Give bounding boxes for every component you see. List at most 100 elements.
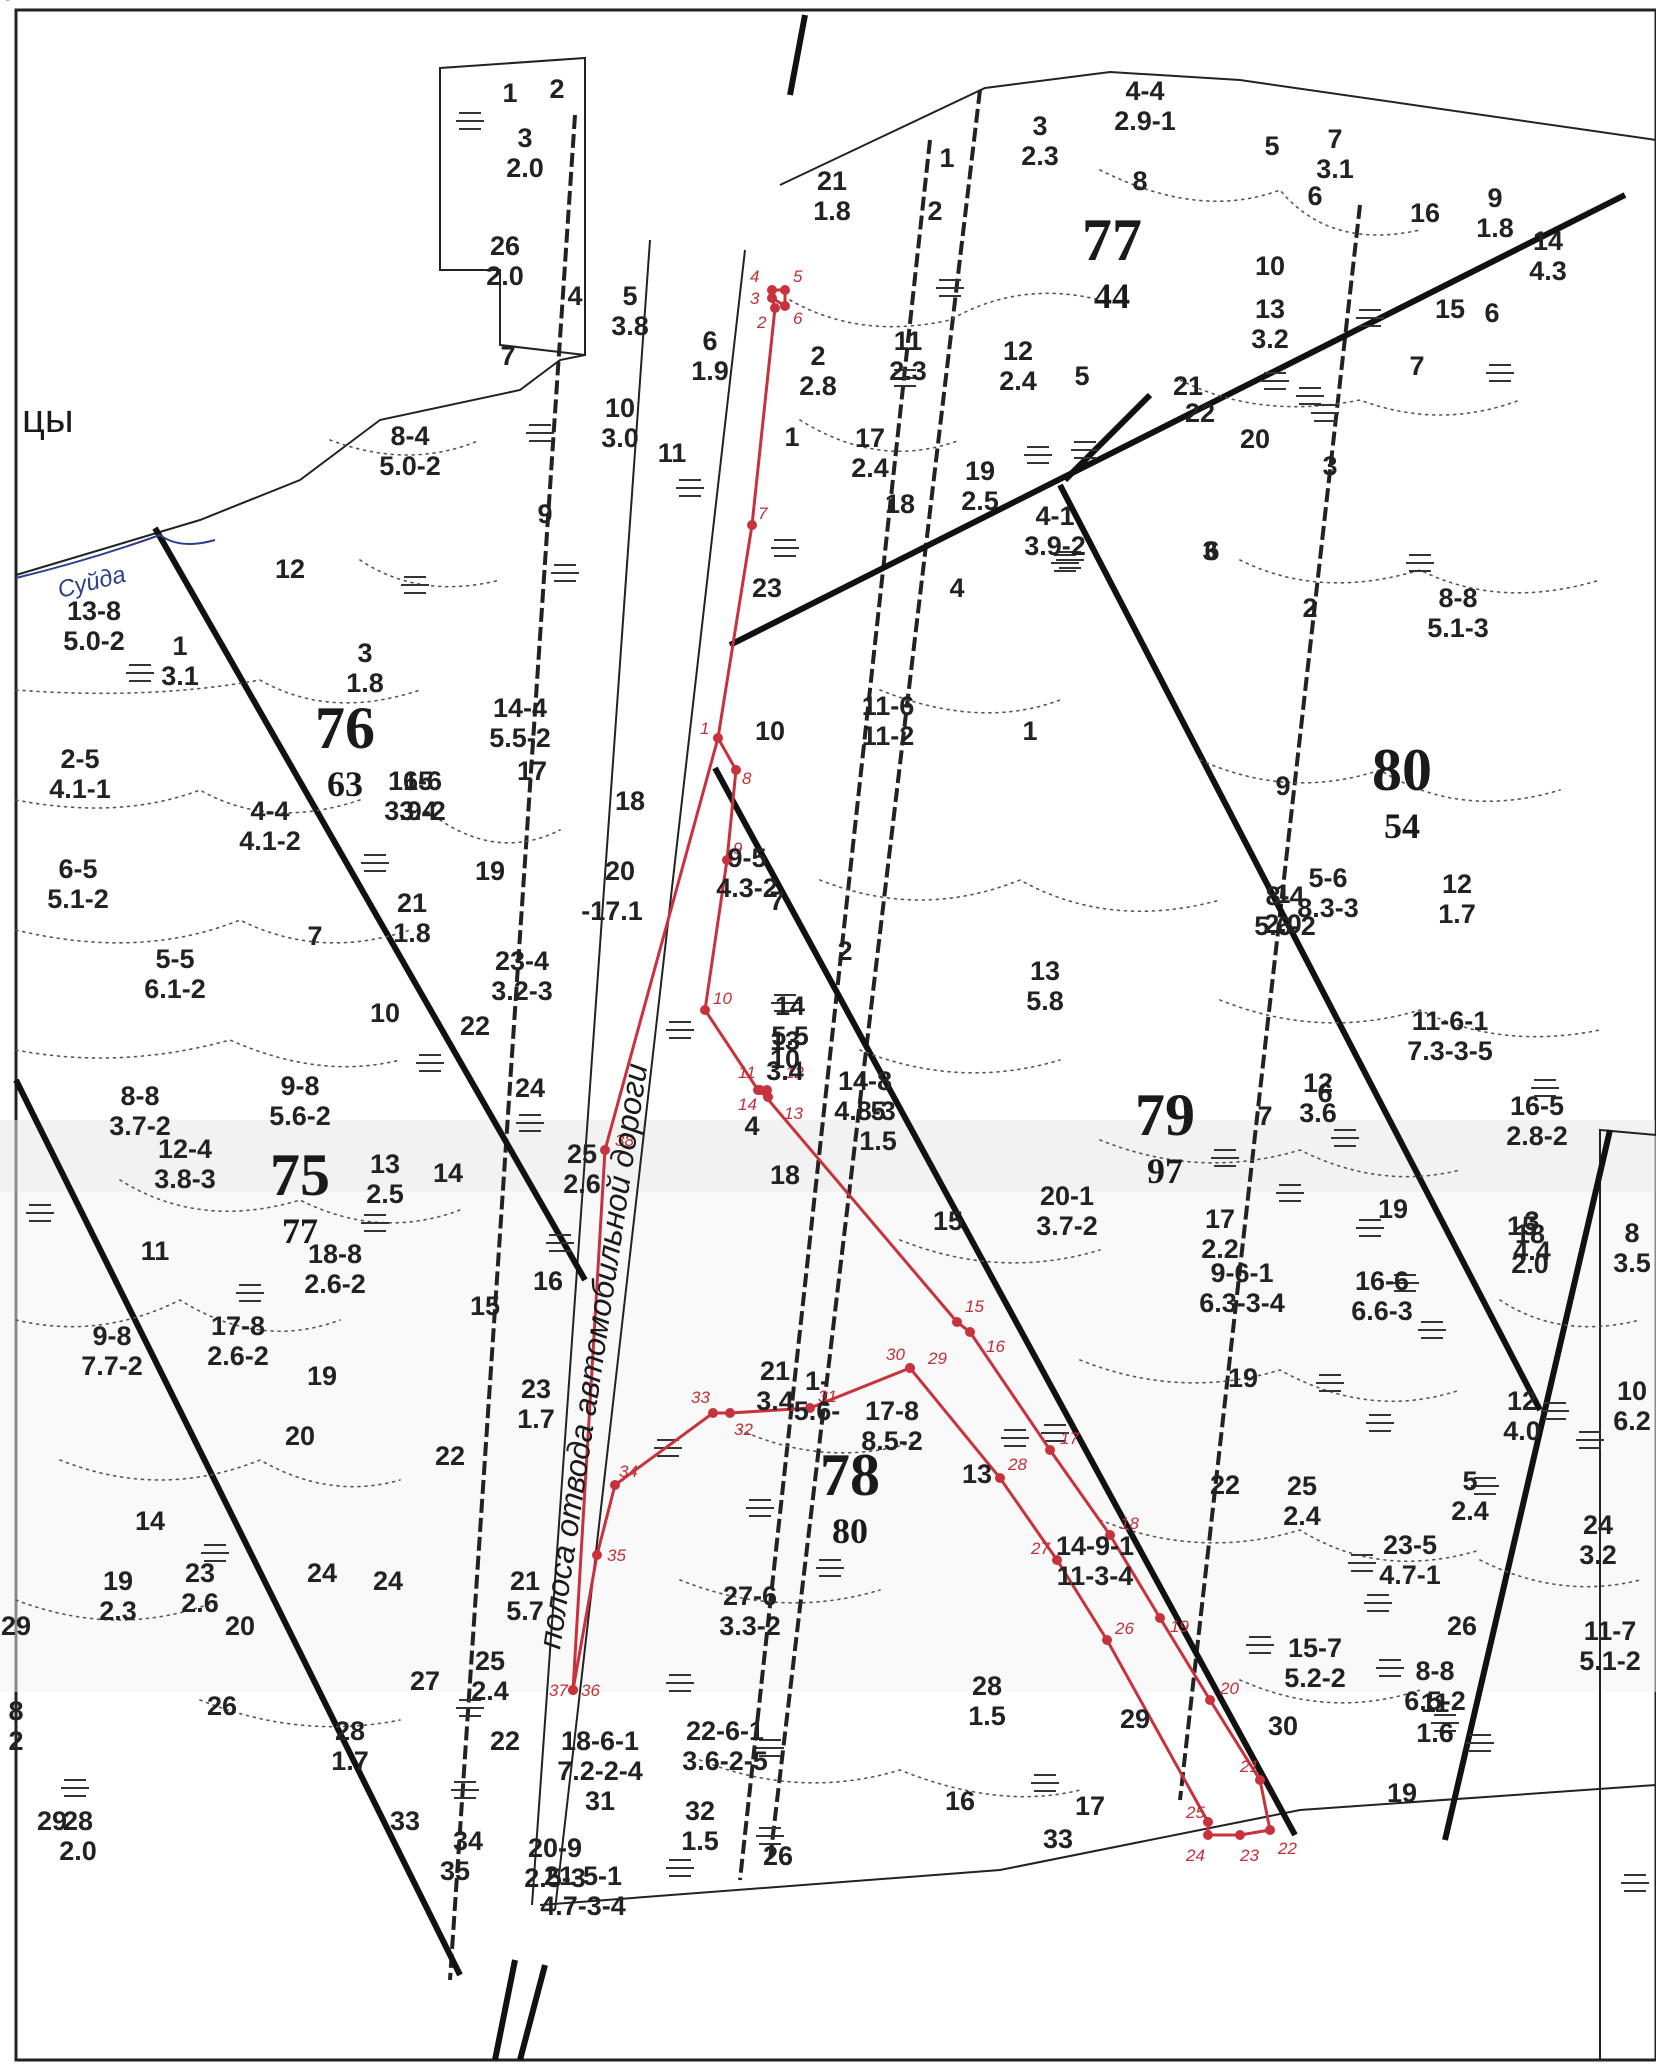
parcel-label: 9-5 (727, 843, 766, 873)
parcel-area: 1.7 (517, 1404, 555, 1434)
parcel-label: 7 (307, 921, 322, 951)
parcel-area: 3.8 (611, 311, 649, 341)
parcel-label: 11 (141, 1236, 170, 1266)
parcel-label: 23-5 (1383, 1530, 1437, 1560)
route-point-label: 3 (750, 289, 760, 308)
parcel-area: 4.7-3-4 (540, 1891, 626, 1921)
parcel-area: 3.4 (766, 1056, 804, 1086)
parcel-label: 11 (894, 326, 923, 356)
parcel-label: 14-8 (838, 1066, 892, 1096)
parcel-area: 5.6-2 (269, 1101, 331, 1131)
parcel-area: 3.1 (161, 661, 199, 691)
route-point (780, 301, 790, 311)
route-point (610, 1480, 620, 1490)
parcel-label: 7 (1257, 1101, 1272, 1131)
parcel-area: 2.4 (1451, 1496, 1489, 1526)
quarter-number: 75 (270, 1142, 330, 1208)
parcel-area: 2.0 (59, 1836, 97, 1866)
parcel-area: 5.5 (771, 1021, 809, 1051)
parcel-area: 5.2-2 (1284, 1663, 1346, 1693)
parcel-area: 6.5-2 (1404, 1686, 1466, 1716)
parcel-label: 4-4 (250, 796, 289, 826)
route-point (1255, 1775, 1265, 1785)
parcel-label: 26 (207, 1691, 237, 1721)
quarter-number: 79 (1135, 1082, 1195, 1148)
parcel-label: 12 (1303, 1068, 1333, 1098)
parcel-label: 6 (1307, 181, 1322, 211)
route-point (767, 293, 777, 303)
route-point-label: 7 (758, 504, 768, 523)
route-point-label: 21 (1239, 1757, 1259, 1776)
route-point (708, 1408, 718, 1418)
route-point-label: 30 (886, 1345, 905, 1364)
route-point-label: 27 (1030, 1539, 1050, 1558)
parcel-label: 26 (1447, 1611, 1477, 1641)
parcel-label: 4 (744, 1111, 759, 1141)
parcel-label: 22 (1185, 398, 1215, 428)
parcel-label: 11 (1421, 1688, 1450, 1718)
parcel-label: 26 (490, 231, 520, 261)
route-point (1045, 1445, 1055, 1455)
parcel-label: 3 (357, 638, 372, 668)
parcel-label: 19 (1387, 1778, 1417, 1808)
parcel-label: 20-9 (528, 1833, 582, 1863)
parcel-label: 2 (810, 341, 825, 371)
route-point-label: 28 (1007, 1455, 1027, 1474)
parcel-label: 6 (1484, 298, 1499, 328)
quarter-area: 44 (1094, 276, 1130, 316)
route-point (1102, 1635, 1112, 1645)
route-point (952, 1317, 962, 1327)
parcel-label: 12-4 (158, 1134, 212, 1164)
parcel-label: 14 (135, 1506, 165, 1536)
parcel-area: 1.5 (681, 1826, 719, 1856)
parcel-area: 4.1-2 (239, 826, 301, 856)
route-point (725, 1408, 735, 1418)
parcel-area: 2 (8, 1726, 23, 1756)
parcel-label: 19 (1228, 1363, 1258, 1393)
parcel-area: 3.8-3 (154, 1164, 216, 1194)
parcel-label: 29 (1, 1611, 31, 1641)
parcel-area: 2.6 (181, 1588, 219, 1618)
parcel-label: 20-1 (1040, 1181, 1094, 1211)
parcel-label: 24 (307, 1558, 337, 1588)
clearing-line-2 (768, 89, 982, 1861)
parcel-label: 28 (335, 1716, 365, 1746)
quarter-number: 77 (1082, 207, 1142, 273)
parcel-label: 19 (965, 456, 995, 486)
parcel-area: 6.2 (1613, 1406, 1651, 1436)
route-point-label: 32 (734, 1420, 753, 1439)
route-point-label: 12 (785, 1063, 804, 1082)
route-point (770, 303, 780, 313)
parcel-label: 11-6 (862, 691, 915, 721)
parcel-label: 33 (1043, 1824, 1073, 1854)
parcel-area: 3.1 (1316, 154, 1354, 184)
route-point-label: 23 (1239, 1846, 1259, 1865)
parcel-area: 4.8-3 (834, 1096, 896, 1126)
route-point-label: 8 (742, 769, 752, 788)
parcel-label: 2 (927, 196, 942, 226)
parcel-label: 15 (933, 1206, 963, 1236)
parcel-label: 3 (1322, 451, 1337, 481)
parcel-label: 1 (502, 78, 517, 108)
parcel-area: 3.7-2 (1036, 1211, 1098, 1241)
parcel-label: 8 (1132, 166, 1147, 196)
parcel-label: 7 (1409, 351, 1424, 381)
route-point (767, 285, 777, 295)
parcel-label: 21-5-1 (544, 1861, 622, 1891)
route-point (592, 1550, 602, 1560)
parcel-label: 5-5 (155, 944, 194, 974)
parcel-label: 18-8 (308, 1239, 362, 1269)
parcel-label: 19 (307, 1361, 337, 1391)
parcel-label: 11-7 (1584, 1616, 1637, 1646)
parcel-label: 13 (962, 1459, 992, 1489)
parcel-area: 6.3-3-4 (1199, 1288, 1285, 1318)
parcel-label: 22 (435, 1441, 465, 1471)
parcel-area: 2.3 (1021, 141, 1059, 171)
parcel-label: 16-6 (1355, 1266, 1409, 1296)
parcel-label: 12 (275, 554, 305, 584)
route-point-label: 5 (793, 267, 803, 286)
parcel-label: 4 (567, 281, 582, 311)
parcel-area: 3.4 (756, 1386, 794, 1416)
route-point (965, 1327, 975, 1337)
parcel-label: 12 (1442, 869, 1472, 899)
